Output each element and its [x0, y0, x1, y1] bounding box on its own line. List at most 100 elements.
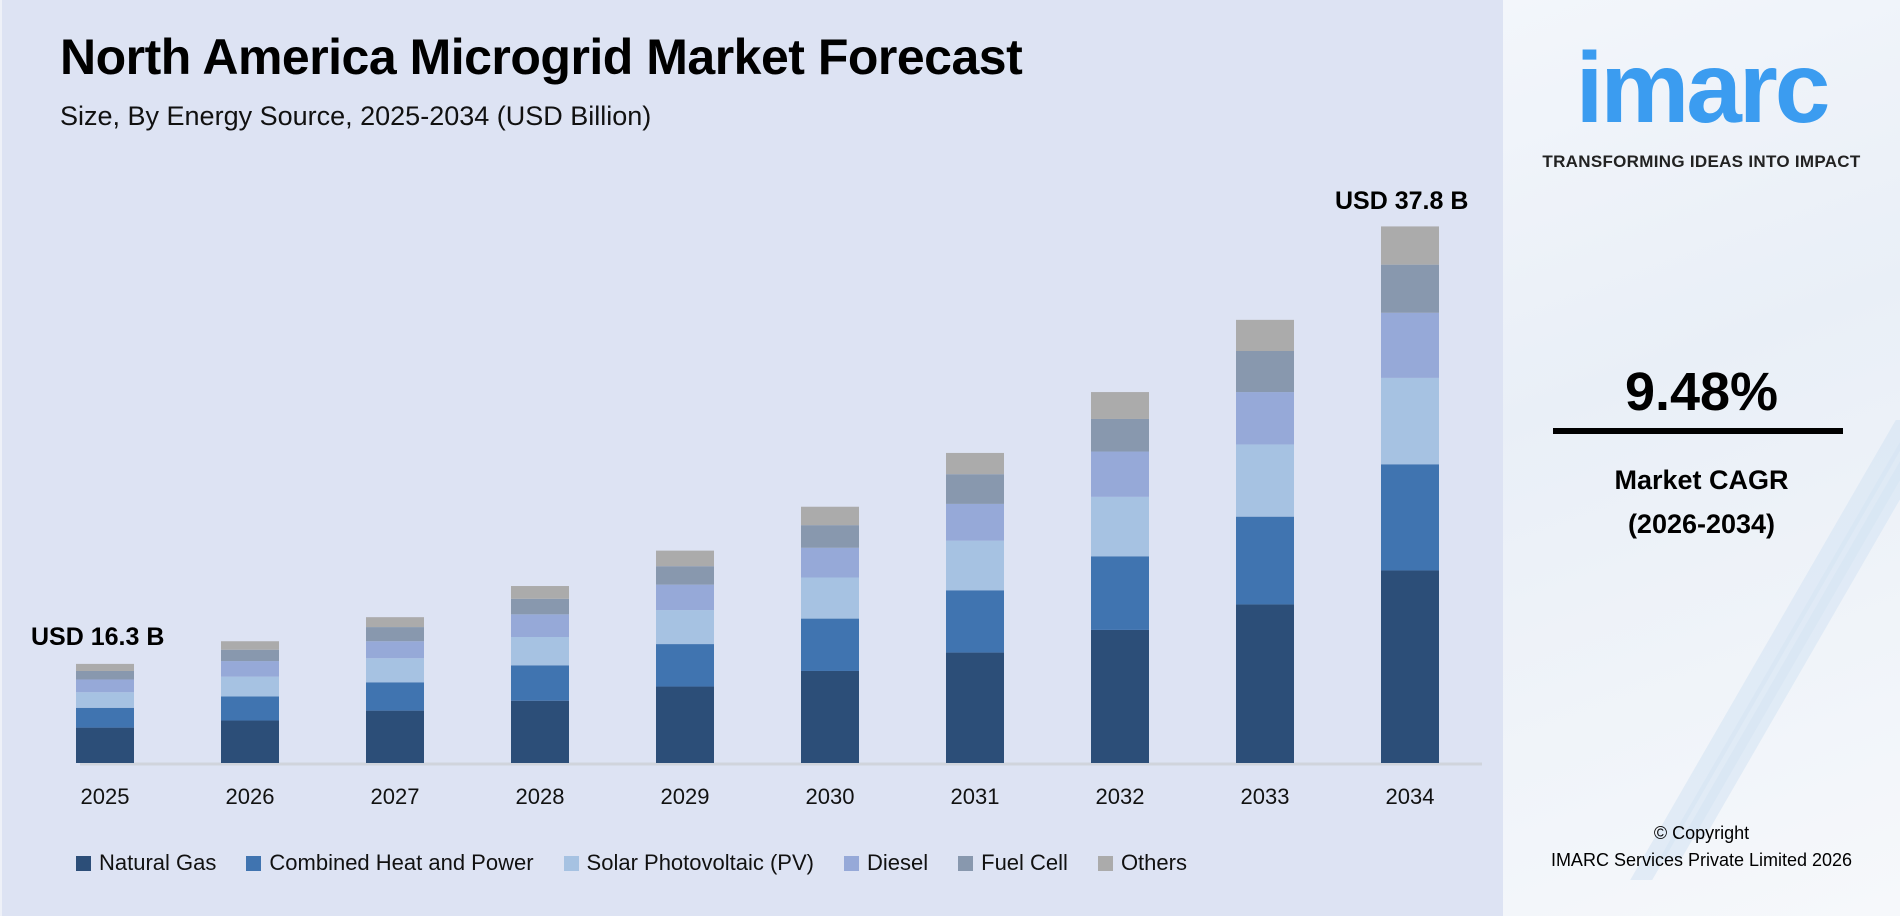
bar-segment-fuel-cell-2033: [1236, 351, 1294, 393]
x-tick-label: 2026: [226, 784, 275, 809]
legend-swatch: [1097, 855, 1113, 871]
bar-segment-others-2033: [1236, 319, 1294, 352]
bar-segment-fuel-cell-2028: [511, 598, 569, 615]
bar-segment-diesel-2030: [801, 547, 859, 578]
legend: Natural Gas Combined Heat and Power Solar …: [76, 850, 1217, 876]
bar-segment-fuel-cell-2034: [1381, 264, 1439, 313]
legend-item: Natural Gas: [76, 850, 216, 876]
bar-segment-fuel-cell-2026: [221, 649, 279, 662]
legend-label: Combined Heat and Power: [269, 850, 534, 875]
bar-segment-diesel-2031: [946, 503, 1004, 541]
x-tick-label: 2031: [951, 784, 1000, 809]
bar-segment-others-2034: [1381, 226, 1439, 265]
chart-panel: North America Microgrid Market Forecast …: [0, 0, 1503, 916]
first-value-label: USD 16.3 B: [31, 623, 165, 651]
legend-item: Diesel: [843, 850, 929, 876]
bar-segment-others-2027: [366, 617, 424, 628]
bar-segment-combined-heat-and-power-2032: [1091, 556, 1149, 630]
legend-swatch: [563, 855, 579, 871]
bar-segment-natural-gas-2032: [1091, 629, 1149, 763]
last-value-label: USD 37.8 B: [1335, 187, 1469, 215]
bar-segment-natural-gas-2027: [366, 710, 424, 763]
bar-segment-others-2026: [221, 641, 279, 650]
bar-segment-natural-gas-2031: [946, 652, 1004, 763]
bar-segment-combined-heat-and-power-2027: [366, 682, 424, 711]
legend-swatch: [76, 855, 91, 871]
x-tick-label: 2030: [806, 784, 855, 809]
bar-segment-combined-heat-and-power-2030: [801, 618, 859, 671]
bar-segment-others-2032: [1091, 392, 1149, 419]
bar-segment-diesel-2029: [656, 584, 714, 611]
bar-segment-fuel-cell-2030: [801, 525, 859, 548]
legend-label: Others: [1120, 850, 1187, 875]
divider: [1553, 428, 1843, 434]
legend-swatch: [246, 855, 262, 871]
bar-segment-natural-gas-2025: [76, 727, 134, 763]
bar-segment-solar-photovoltaic-pv--2026: [221, 676, 279, 697]
bar-segment-solar-photovoltaic-pv--2030: [801, 577, 859, 619]
imarc-logo: imarc: [1575, 32, 1831, 144]
copyright-line: © Copyright: [1653, 823, 1750, 843]
bar-segment-solar-photovoltaic-pv--2028: [511, 636, 569, 666]
bar-segment-natural-gas-2028: [511, 700, 569, 763]
legend-swatch: [958, 855, 974, 871]
bar-segment-diesel-2027: [366, 641, 424, 659]
bar-segment-fuel-cell-2027: [366, 627, 424, 642]
x-tick-label: 2028: [516, 784, 565, 809]
cagr-label: Market CAGR (2026-2034): [1503, 458, 1900, 546]
stacked-bar-chart: 2025 2026 2027 2028 2029 2030 2031 2032 2033 2034: [76, 226, 1482, 809]
x-tick-label: 2025: [81, 784, 130, 809]
bar-segment-fuel-cell-2031: [946, 474, 1004, 504]
bar-segment-natural-gas-2029: [656, 686, 714, 763]
chart-subtitle: Size, By Energy Source, 2025-2034 (USD B…: [60, 101, 652, 131]
bar-segment-combined-heat-and-power-2034: [1381, 464, 1439, 571]
x-tick-label: 2034: [1386, 784, 1435, 809]
bar-segment-others-2028: [511, 586, 569, 599]
bar-segment-combined-heat-and-power-2026: [221, 696, 279, 721]
cagr-period: (2026-2034): [1627, 509, 1776, 539]
chart-title: North America Microgrid Market Forecast: [60, 29, 1023, 85]
x-tick-label: 2029: [661, 784, 710, 809]
legend-label: Natural Gas: [99, 850, 217, 875]
bar-segment-combined-heat-and-power-2031: [946, 590, 1004, 653]
bar-segment-diesel-2034: [1381, 312, 1439, 378]
x-tick-label: 2032: [1096, 784, 1145, 809]
copyright-company: IMARC Services Private Limited 2026: [1550, 850, 1853, 870]
bar-segment-diesel-2032: [1091, 451, 1149, 497]
bar-segment-others-2029: [656, 550, 714, 567]
bar-segment-fuel-cell-2025: [76, 670, 134, 680]
bar-segment-solar-photovoltaic-pv--2034: [1381, 377, 1439, 465]
logo-tagline: TRANSFORMING IDEAS INTO IMPACT: [1542, 152, 1861, 171]
bar-segment-natural-gas-2026: [221, 720, 279, 763]
bar-segment-diesel-2033: [1236, 392, 1294, 445]
cagr-label-text: Market CAGR: [1614, 465, 1789, 495]
legend-swatch: [843, 855, 859, 871]
bar-segment-combined-heat-and-power-2025: [76, 707, 134, 728]
legend-label: Solar Photovoltaic (PV): [586, 850, 814, 875]
bar-segment-solar-photovoltaic-pv--2031: [946, 540, 1004, 591]
bar-segment-combined-heat-and-power-2028: [511, 665, 569, 701]
x-tick-label: 2027: [371, 784, 420, 809]
x-tick-label: 2033: [1241, 784, 1290, 809]
bar-segment-combined-heat-and-power-2033: [1236, 516, 1294, 605]
legend-item: Others: [1097, 850, 1187, 876]
bar-segment-solar-photovoltaic-pv--2032: [1091, 496, 1149, 557]
side-panel: imarc TRANSFORMING IDEAS INTO IMPACT 9.4…: [1503, 0, 1900, 916]
cagr-value: 9.48%: [1624, 362, 1779, 422]
bar-segment-combined-heat-and-power-2029: [656, 644, 714, 687]
copyright: © Copyright IMARC Services Private Limit…: [1503, 820, 1900, 874]
bar-segment-diesel-2028: [511, 614, 569, 637]
legend-item: Combined Heat and Power: [246, 850, 534, 876]
bar-segment-fuel-cell-2032: [1091, 418, 1149, 452]
bar-segment-solar-photovoltaic-pv--2029: [656, 610, 714, 645]
legend-label: Diesel: [866, 850, 929, 875]
bar-segment-fuel-cell-2029: [656, 566, 714, 585]
bar-segment-natural-gas-2033: [1236, 604, 1294, 763]
bar-segment-diesel-2026: [221, 661, 279, 677]
bar-segment-solar-photovoltaic-pv--2033: [1236, 444, 1294, 517]
bar-segment-natural-gas-2034: [1381, 570, 1439, 763]
bar-segment-solar-photovoltaic-pv--2025: [76, 692, 134, 708]
legend-item: Solar Photovoltaic (PV): [563, 850, 814, 876]
bar-segment-others-2030: [801, 506, 859, 526]
bar-segment-others-2025: [76, 663, 134, 671]
